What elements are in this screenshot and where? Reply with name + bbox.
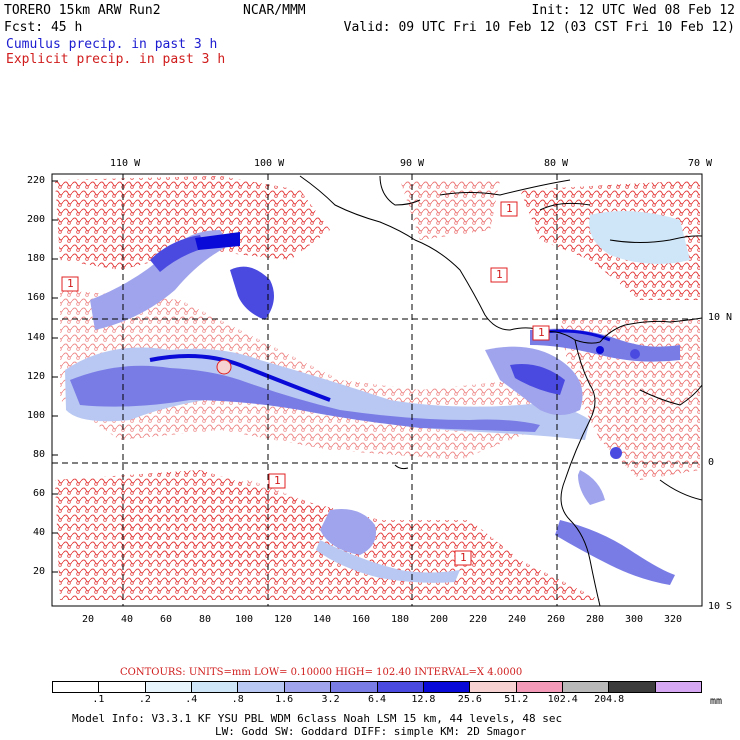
colorbar-label: 3.2	[321, 694, 340, 705]
x-tick: 200	[430, 614, 449, 625]
colorbar-label: 25.6	[457, 694, 482, 705]
colorbar-swatch	[470, 682, 517, 692]
colorbar-swatch	[192, 682, 239, 692]
y-tick: 180	[27, 253, 46, 264]
y-tick: 100	[27, 410, 46, 421]
y-tick: 80	[33, 449, 46, 460]
colorbar-label: .1	[92, 694, 105, 705]
lon-label-70w: 70 W	[688, 158, 713, 169]
x-tick: 60	[160, 614, 173, 625]
lat-label-10n: 10 N	[708, 312, 733, 323]
colorbar-label: 12.8	[411, 694, 436, 705]
colorbar-label: 1.6	[275, 694, 294, 705]
x-tick: 100	[235, 614, 254, 625]
colorbar-swatch	[145, 682, 193, 692]
x-tick: 40	[121, 614, 134, 625]
colorbar-swatch	[284, 682, 332, 692]
y-tick: 60	[33, 488, 46, 499]
colorbar-swatch	[377, 682, 424, 692]
colorbar-label: .4	[185, 694, 198, 705]
x-tick: 20	[82, 614, 95, 625]
low-marker-1: 1	[67, 277, 74, 290]
y-tick: 20	[33, 566, 46, 577]
colorbar-label: 102.4	[547, 694, 578, 705]
colorbar-swatch	[331, 682, 378, 692]
colorbar-swatch	[562, 682, 610, 692]
y-tick: 220	[27, 175, 46, 186]
cumulus-precip-shading	[65, 211, 690, 585]
y-tick: 200	[27, 214, 46, 225]
colorbar-label: .8	[231, 694, 244, 705]
coastlines	[299, 175, 702, 606]
lon-label-80w: 80 W	[544, 158, 569, 169]
colorbar-swatch	[238, 682, 285, 692]
colorbar-swatch	[655, 682, 702, 692]
lat-label-0: 0	[708, 457, 715, 468]
x-tick: 180	[391, 614, 410, 625]
lat-label-10s: 10 S	[708, 601, 733, 612]
lon-label-100w: 100 W	[254, 158, 285, 169]
lon-label-90w: 90 W	[400, 158, 425, 169]
low-markers	[61, 201, 550, 566]
y-tick: 140	[27, 332, 46, 343]
x-tick: 160	[352, 614, 371, 625]
colorbar-swatch	[53, 682, 100, 692]
x-tick: 300	[625, 614, 644, 625]
colorbar-label: .2	[138, 694, 151, 705]
colorbar-label: 51.2	[504, 694, 529, 705]
model-title: TORERO 15km ARW Run2	[4, 3, 161, 18]
map-frame	[51, 173, 703, 607]
x-tick: 80	[199, 614, 212, 625]
forecast-hour: Fcst: 45 h	[4, 20, 83, 35]
low-marker-3: 1	[496, 268, 503, 281]
model-info-line2: LW: Godd SW: Goddard DIFF: simple KM: 2D…	[215, 725, 527, 738]
y-tick: 120	[27, 371, 46, 382]
low-marker-6: 1	[460, 551, 467, 564]
y-tick: 40	[33, 527, 46, 538]
org-label: NCAR/MMM	[243, 3, 306, 18]
cumulus-legend: Cumulus precip. in past 3 h	[6, 37, 218, 52]
init-time: Init: 12 UTC Wed 08 Feb 12	[531, 3, 736, 18]
low-marker-5: 1	[274, 474, 281, 487]
x-tick: 240	[508, 614, 527, 625]
explicit-legend: Explicit precip. in past 3 h	[6, 52, 226, 67]
x-tick: 320	[664, 614, 683, 625]
y-tick: 160	[27, 292, 46, 303]
x-tick: 140	[313, 614, 332, 625]
colorbar-swatch	[99, 682, 146, 692]
colorbar-swatch	[516, 682, 563, 692]
x-tick: 280	[586, 614, 605, 625]
colorbar-unit: mm	[710, 696, 723, 707]
contours-info: CONTOURS: UNITS=mm LOW= 0.10000 HIGH= 10…	[120, 667, 523, 678]
low-marker-2: 1	[506, 202, 513, 215]
colorbar-swatch	[423, 682, 471, 692]
x-tick: 220	[469, 614, 488, 625]
x-tick: 260	[547, 614, 566, 625]
low-marker-4: 1	[538, 326, 545, 339]
colorbar	[52, 681, 702, 693]
valid-time: Valid: 09 UTC Fri 10 Feb 12 (03 CST Fri …	[343, 20, 735, 35]
colorbar-label: 204.8	[594, 694, 625, 705]
model-info-line1: Model Info: V3.3.1 KF YSU PBL WDM 6class…	[72, 712, 563, 725]
lat-lon-grid	[52, 174, 702, 606]
colorbar-swatch	[609, 682, 656, 692]
axis-ticks	[52, 180, 58, 573]
lon-label-110w: 110 W	[110, 158, 141, 169]
colorbar-label: 6.4	[367, 694, 387, 705]
x-tick: 120	[274, 614, 293, 625]
